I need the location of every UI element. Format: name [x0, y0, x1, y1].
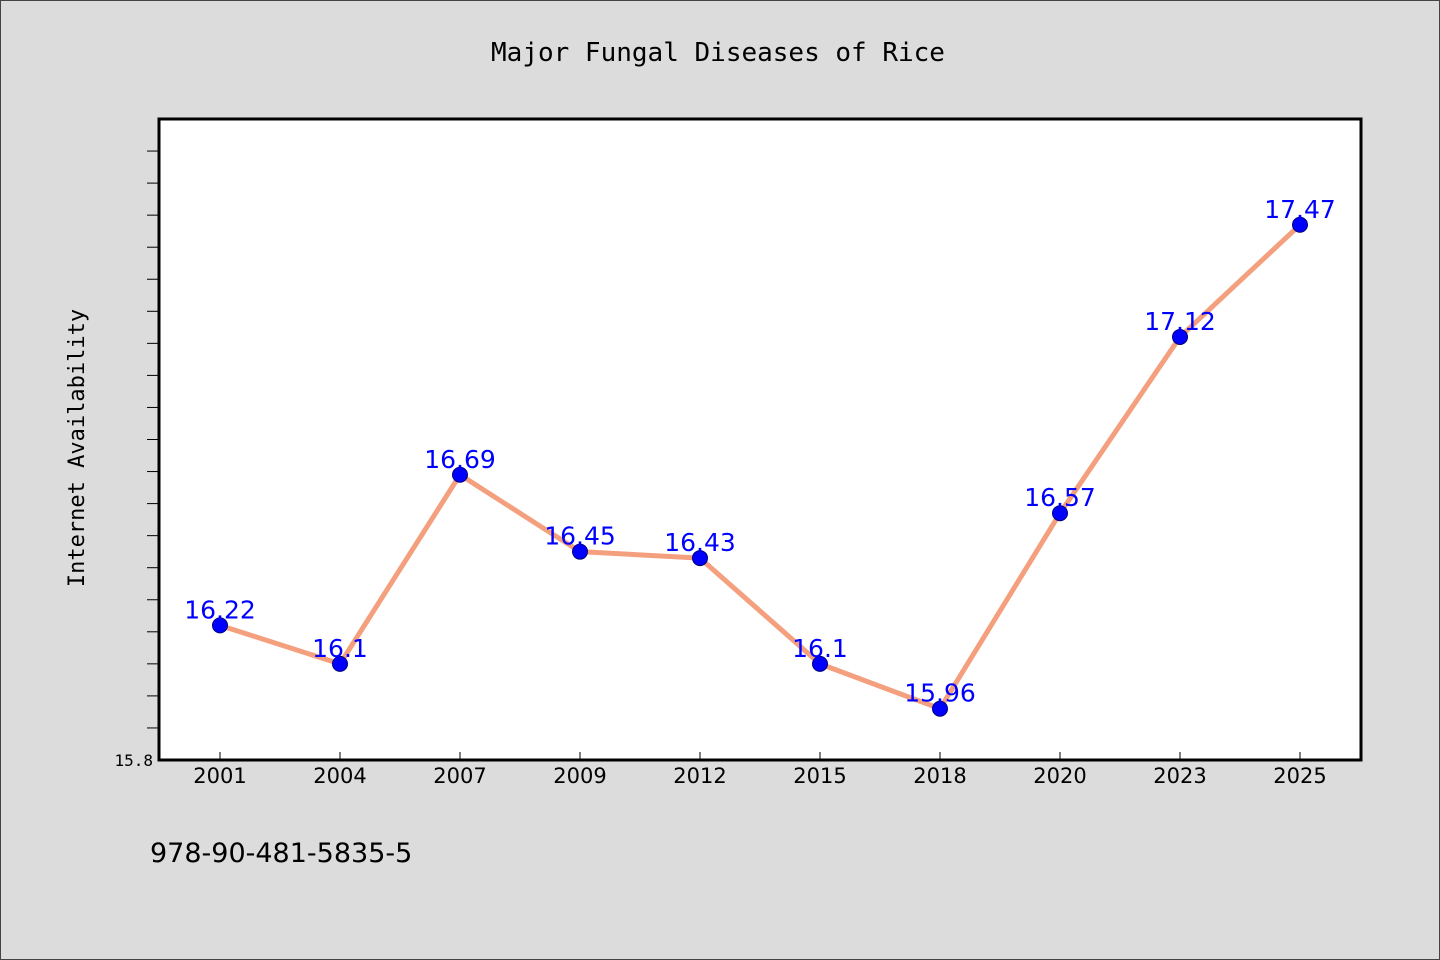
data-label: 16.1: [792, 634, 848, 663]
x-tick-label: 2012: [673, 764, 726, 788]
y-minor-ticks: [147, 150, 159, 729]
data-point: [572, 543, 588, 560]
x-tick-label: 2018: [913, 764, 966, 788]
x-tick-label: 2007: [433, 764, 486, 788]
x-tick-label: 2025: [1273, 764, 1326, 788]
x-tick-marks: [219, 752, 1301, 760]
x-tick-label: 2023: [1153, 764, 1206, 788]
x-tick-label: 2001: [193, 764, 246, 788]
x-tick-label: 2020: [1033, 764, 1086, 788]
data-label: 15.96: [904, 679, 976, 708]
data-label: 16.69: [424, 445, 496, 474]
x-tick-label: 2015: [793, 764, 846, 788]
series-line: [217, 222, 1303, 712]
data-label: 17.12: [1144, 307, 1216, 336]
x-tick-label: 2009: [553, 764, 606, 788]
data-point: [692, 550, 708, 567]
data-point: [212, 617, 228, 634]
data-point: [1172, 328, 1188, 345]
data-point: [812, 655, 828, 672]
data-point: [1052, 505, 1068, 522]
data-label: 16.45: [544, 522, 616, 551]
data-point: [332, 655, 348, 672]
data-label: 16.43: [664, 528, 736, 557]
y-axis-label: Internet Availability: [65, 309, 90, 587]
data-markers: [212, 216, 1308, 717]
data-point: [1292, 216, 1308, 233]
chart-title: Major Fungal Diseases of Rice: [491, 38, 945, 68]
y-tick-label: 15.8: [114, 751, 153, 770]
plot-area: [157, 117, 1363, 762]
x-tick-label: 2004: [313, 764, 366, 788]
data-point: [932, 700, 948, 717]
data-label: 16.22: [184, 595, 256, 624]
y-tick-labels: 15.8: [114, 751, 153, 770]
data-label: 17.47: [1264, 195, 1336, 224]
data-labels: 16.22 16.1 16.69 16.45 16.43 16.1 15.96 16.57 17…: [184, 195, 1336, 708]
data-point: [452, 466, 468, 483]
isbn-footer: 978-90-481-5835-5: [150, 838, 412, 869]
x-tick-labels: 2001 2004 2007 2009 2012 2015 2018 2020 2023 2025: [193, 764, 1326, 788]
data-label: 16.57: [1024, 483, 1096, 512]
data-label: 16.1: [312, 634, 368, 663]
